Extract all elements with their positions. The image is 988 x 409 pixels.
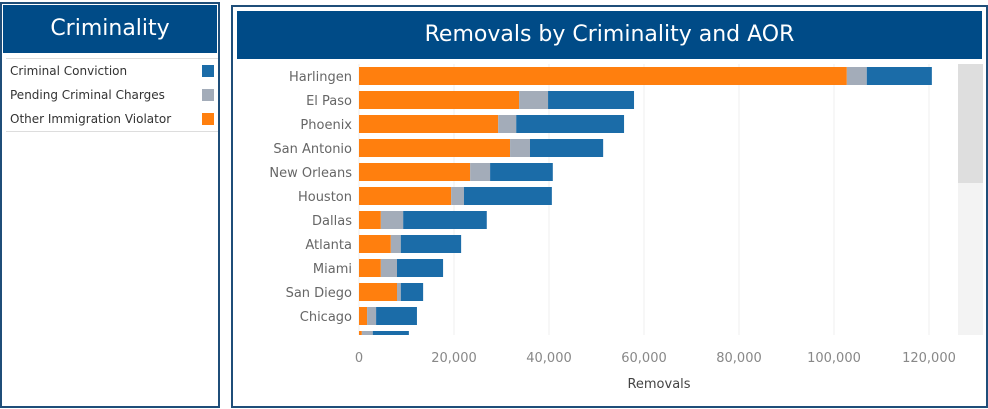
bar-segment[interactable] [359, 139, 511, 157]
bar-segment[interactable] [400, 235, 462, 253]
bar-segment[interactable] [359, 211, 381, 229]
x-tick-label: 40,000 [526, 351, 572, 366]
bar-segment[interactable] [359, 331, 362, 349]
legend-panel: Criminality Criminal Conviction Pending … [0, 2, 220, 408]
bar-segment[interactable] [400, 283, 424, 301]
bar-segment[interactable] [380, 259, 397, 277]
bar-segment[interactable] [397, 283, 401, 301]
bar-segment[interactable] [359, 259, 381, 277]
scrollbar-thumb[interactable] [958, 64, 983, 183]
legend-swatch [202, 65, 214, 77]
bar-segment[interactable] [390, 235, 401, 253]
chart-title: Removals by Criminality and AOR [237, 11, 982, 59]
bar-segment[interactable] [380, 211, 404, 229]
x-tick-label: 60,000 [621, 351, 667, 366]
bar-segment[interactable] [451, 187, 464, 205]
bar-segment[interactable] [359, 283, 397, 301]
legend-label: Other Immigration Violator [10, 112, 172, 126]
x-tick-label: 100,000 [807, 351, 861, 366]
bar-segment[interactable] [397, 259, 444, 277]
bar-segment[interactable] [403, 211, 487, 229]
bar-segment[interactable] [866, 67, 932, 85]
y-category-label: Harlingen [289, 70, 352, 85]
y-category-label: San Antonio [273, 142, 352, 157]
y-category-label: Houston [298, 190, 352, 205]
bar-segment[interactable] [463, 187, 552, 205]
y-category-label: Phoenix [300, 118, 352, 133]
bar-segment[interactable] [548, 91, 635, 109]
y-category-label: New Orleans [269, 166, 352, 181]
x-tick-label: 0 [355, 351, 363, 366]
y-category-label: Dallas [312, 214, 352, 229]
bar-segment[interactable] [361, 331, 373, 349]
bar-segment[interactable] [359, 163, 471, 181]
x-tick-label: 80,000 [716, 351, 762, 366]
bar-segment[interactable] [359, 307, 368, 325]
bar-segment[interactable] [530, 139, 604, 157]
x-tick-label: 120,000 [902, 351, 956, 366]
legend-title: Criminality [3, 5, 217, 53]
bar-segment[interactable] [359, 91, 520, 109]
legend-item-pending-charges[interactable]: Pending Criminal Charges [6, 83, 218, 107]
y-category-label: San Diego [286, 286, 352, 301]
y-category-label: Miami [313, 262, 352, 277]
bar-segment[interactable] [359, 67, 847, 85]
x-tick-label: 20,000 [431, 351, 477, 366]
bar-segment[interactable] [519, 91, 549, 109]
legend-label: Pending Criminal Charges [10, 88, 165, 102]
bar-segment[interactable] [372, 331, 409, 349]
legend-item-other-violator[interactable]: Other Immigration Violator [6, 107, 218, 131]
bar-segment[interactable] [490, 163, 553, 181]
bar-segment[interactable] [359, 115, 499, 133]
y-category-label: El Paso [306, 94, 352, 109]
bar-segment[interactable] [359, 235, 391, 253]
legend-item-criminal-conviction[interactable]: Criminal Conviction [6, 59, 218, 83]
bar-segment[interactable] [376, 307, 417, 325]
bar-segment[interactable] [470, 163, 491, 181]
bar-segment[interactable] [846, 67, 867, 85]
bar-segment[interactable] [359, 187, 452, 205]
bar-segment[interactable] [510, 139, 530, 157]
bars-group: Harlingen El Paso Phoenix San Antonio New Or… [269, 67, 932, 349]
x-axis-label: Removals [627, 377, 690, 392]
legend-list: Criminal Conviction Pending Criminal Cha… [6, 58, 218, 132]
bar-segment[interactable] [367, 307, 377, 325]
y-category-label: Chicago [300, 310, 352, 325]
legend-swatch [202, 113, 214, 125]
bar-segment[interactable] [498, 115, 517, 133]
legend-swatch [202, 89, 214, 101]
legend-label: Criminal Conviction [10, 64, 128, 78]
bar-segment[interactable] [516, 115, 625, 133]
y-category-label: Atlanta [305, 238, 352, 253]
